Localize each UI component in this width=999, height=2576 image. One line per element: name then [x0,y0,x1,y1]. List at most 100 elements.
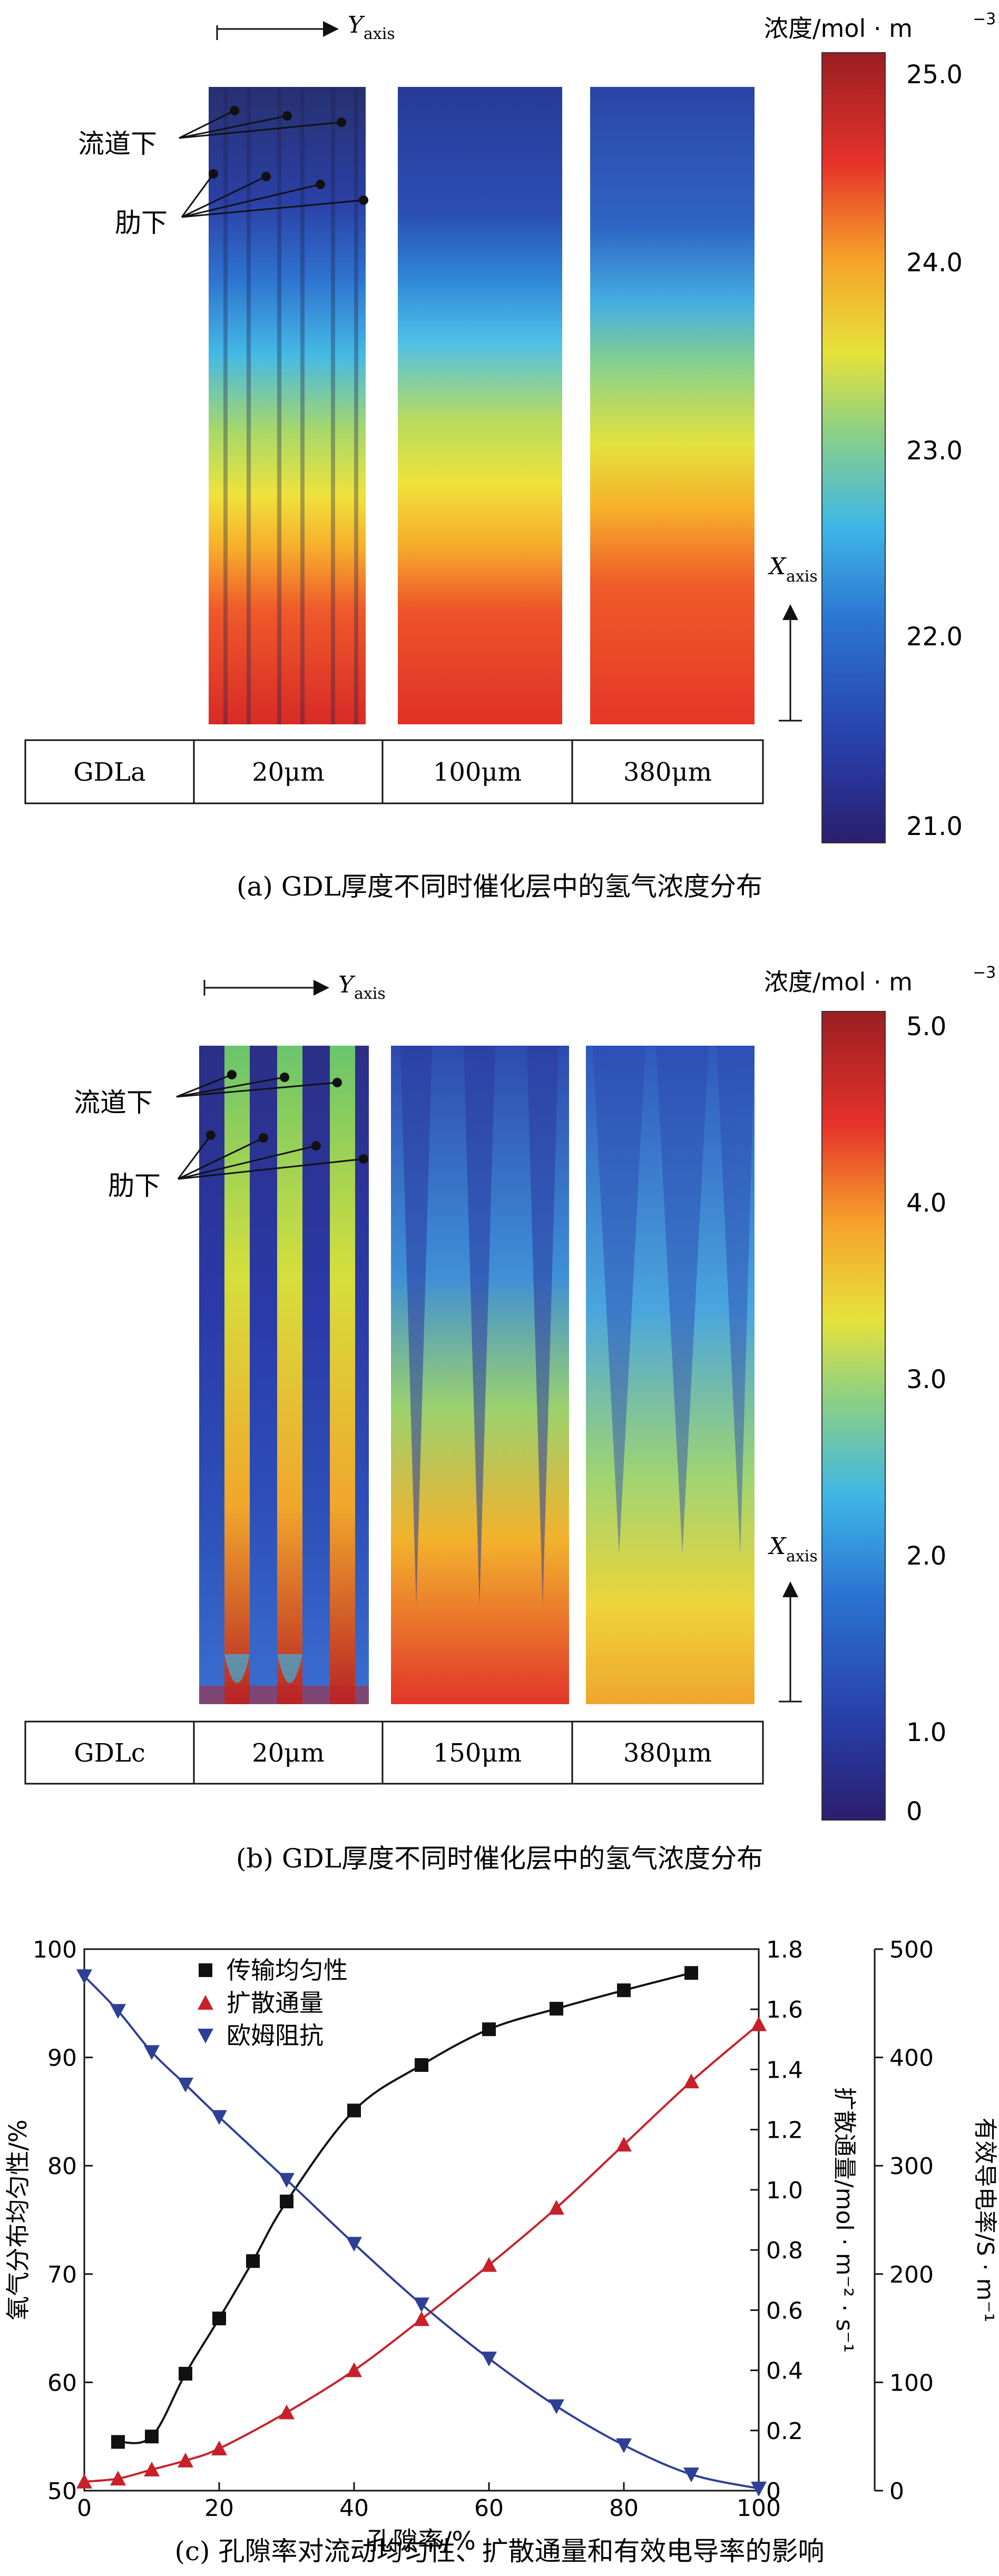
legend-label-2: 欧姆阻抗 [227,2021,324,2050]
series-0-point-7 [415,2058,428,2072]
y-axis-indicator-b: Y axis [203,971,386,1003]
series-0-point-8 [482,2022,496,2037]
left-tick-label-1: 60 [47,2369,77,2396]
series-0-point-9 [550,2002,563,2016]
right1-tick-label-7: 1.4 [766,2057,803,2083]
colorbar-title-a: 浓度/mol · m [764,14,913,43]
series-2-point-0 [76,1969,92,1984]
x-axis-sub-b: axis [786,1547,818,1566]
series-0-point-5 [280,2195,293,2209]
rib-leaders-a [181,169,368,218]
colorbar-tick-a-4: 21.0 [906,812,963,841]
colorbar-a: 浓度/mol · m −3 25.0 24.0 23.0 22.0 21.0 [764,10,996,843]
series-1-point-0 [76,2473,92,2489]
contour-plate-b-380um [586,1046,755,1704]
left-tick-label-2: 70 [47,2262,77,2288]
contour-plate-a-20um [209,87,366,724]
right2-tick-label-2: 200 [889,2262,934,2288]
series-0-point-4 [246,2254,260,2268]
series-2-point-5 [279,2172,295,2188]
contour-plate-a-380um [590,87,755,724]
x-axis-letter-b: X [768,1533,787,1560]
right2-tick-label-3: 300 [889,2153,934,2180]
rib-leaders-b [177,1130,368,1180]
right2-tick-label-4: 400 [889,2045,934,2072]
right1-tick-label-9: 1.8 [766,1936,803,1963]
colorbar-tick-a-0: 25.0 [906,60,963,90]
right1-tick-label-0: 0 [766,2478,781,2505]
colorbar-tick-b-2: 3.0 [906,1365,946,1394]
right1-tick-label-3: 0.6 [766,2297,803,2324]
x-axis-indicator-a: X axis [768,553,818,722]
colorbar-tick-a-1: 24.0 [906,248,963,278]
series-1-point-10 [616,2137,632,2152]
panel-a: Y axis 流道下 肋下 X [24,10,996,902]
table-cell-b-1: 20μm [252,1738,325,1768]
right1-axis-title: 扩散通量/mol · m⁻² · s⁻¹ [831,2087,858,2353]
series-1-point-3 [178,2452,193,2467]
plot-frame [83,1948,760,2492]
colorbar-title-sup-b: −3 [973,963,996,982]
caption-a: (a) GDL厚度不同时催化层中的氢气浓度分布 [237,871,762,902]
table-cell-a-0: GDLa [73,758,145,787]
contour-plate-a-100um [398,87,562,724]
series-1-point-1 [110,2471,126,2486]
x-axis-title: 孔隙率/% [367,2526,476,2556]
left-tick-label-4: 90 [47,2045,77,2072]
caption-c: (c) 孔隙率对流动均匀性、扩散通量和有效电导率的影响 [175,2536,825,2567]
series-2-point-2 [144,2045,160,2060]
label-table-b: GDLc 20μm 150μm 380μm [24,1720,764,1785]
series-2-point-1 [110,2004,126,2019]
legend-marker-2 [198,2029,213,2043]
series-2-point-8 [481,2352,497,2367]
y-axis-letter-b: Y [338,971,356,998]
series-1-point-7 [414,2311,429,2326]
y-axis-letter-a: Y [348,12,365,38]
series-2-point-9 [549,2399,564,2414]
series-1-point-12 [751,2016,767,2031]
left-tick-label-0: 50 [47,2478,77,2505]
caption-b: (b) GDL厚度不同时催化层中的氢气浓度分布 [236,1843,763,1874]
series-line-1 [84,2023,760,2483]
table-cell-a-1: 20μm [252,758,325,787]
series-1-point-11 [683,2073,699,2089]
series-1-point-5 [279,2404,295,2420]
series-1-point-9 [549,2200,564,2215]
channel-label-b: 流道下 [74,1087,153,1118]
left-tick-label-5: 100 [33,1936,77,1963]
legend-label-1: 扩散通量 [227,1989,324,2017]
series-0-point-0 [111,2435,125,2449]
axis-labels: 孔隙率/% 氧气分布均匀性/% 扩散通量/mol · m⁻² · s⁻¹ 有效导电率/… [4,2087,998,2556]
series-2-point-7 [414,2297,429,2313]
colorbar-b: 浓度/mol · m −3 5.0 4.0 3.0 2.0 1.0 0 [764,963,996,1826]
legend-label-0: 传输均匀性 [227,1956,348,1984]
series-2-point-12 [751,2481,767,2496]
right1-tick-label-6: 1.2 [766,2117,803,2144]
series-line-0 [117,1972,692,2444]
series-2-point-6 [346,2237,362,2252]
series-1-point-2 [144,2462,160,2477]
colorbar-title-b: 浓度/mol · m [764,968,913,996]
x-tick-label-2: 40 [339,2495,369,2522]
right2-axis-title: 有效导电率/S · m⁻¹ [972,2118,998,2322]
colorbar-tick-b-5: 0 [906,1797,923,1826]
right1-tick-label-2: 0.4 [766,2358,803,2385]
colorbar-tick-b-3: 2.0 [906,1541,946,1571]
table-cell-b-2: 150μm [433,1738,522,1768]
panel-c-chart: 0 20 40 60 80 100506070809010000.20.40.60.81.… [4,1936,998,2567]
y-axis-indicator-a: Y axis [216,12,395,43]
right1-tick-label-8: 1.6 [766,1997,803,2023]
colorbar-tick-a-3: 22.0 [906,622,963,652]
rib-stripes-a [223,87,358,724]
axis-ticks: 0 20 40 60 80 100506070809010000.20.40.60.81.… [33,1936,934,2522]
right1-tick-label-5: 1.0 [766,2177,803,2204]
right2-tick-label-0: 0 [889,2478,904,2505]
label-table-a: GDLa 20μm 100μm 380μm [24,739,764,804]
right1-tick-label-4: 0.8 [766,2237,803,2264]
table-cell-a-2: 100μm [433,758,522,787]
series-0-point-1 [145,2430,159,2444]
x-tick-label-5: 100 [737,2495,781,2522]
series-1-point-8 [481,2257,497,2272]
